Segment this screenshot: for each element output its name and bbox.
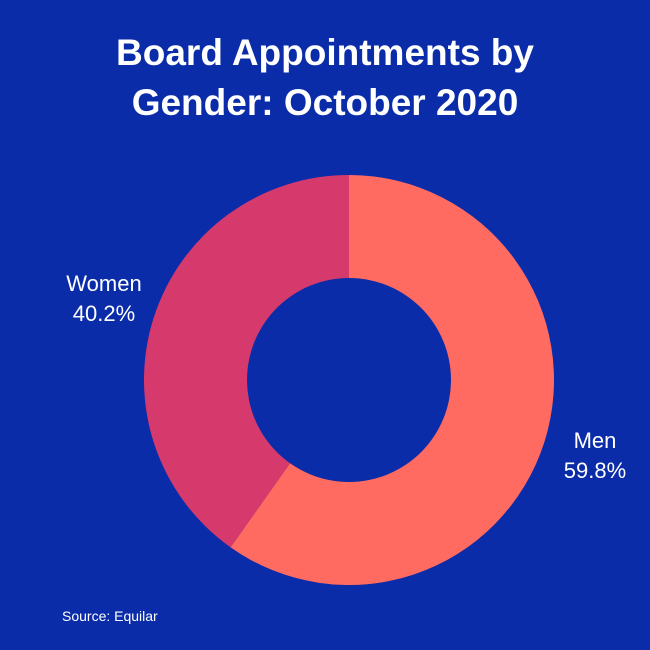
source-note: Source: Equilar bbox=[62, 608, 158, 624]
chart-title: Board Appointments by Gender: October 20… bbox=[0, 28, 650, 128]
men-label: Men 59.8% bbox=[550, 426, 640, 486]
donut-hole bbox=[247, 278, 451, 482]
women-percent: 40.2% bbox=[72, 301, 136, 326]
chart-title-line-1: Board Appointments by bbox=[116, 32, 534, 73]
men-percent: 59.8% bbox=[563, 458, 627, 483]
women-name: Women bbox=[66, 271, 142, 296]
men-name: Men bbox=[573, 428, 617, 453]
slice-women bbox=[144, 175, 349, 548]
women-label: Women 40.2% bbox=[52, 269, 156, 329]
chart-title-line-2: Gender: October 2020 bbox=[131, 82, 519, 123]
